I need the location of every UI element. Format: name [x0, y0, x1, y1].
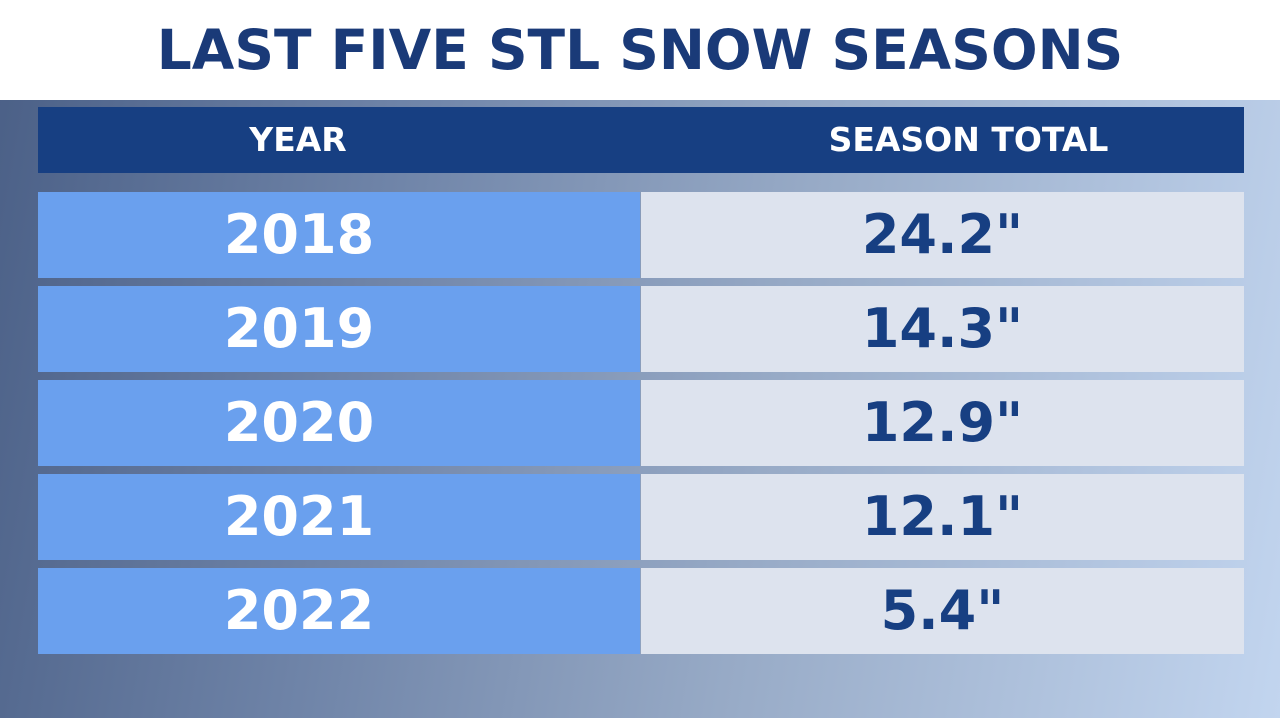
year-cell: 2022 [38, 568, 640, 654]
table-row: 2018 24.2" [38, 192, 1244, 278]
table-row: 2019 14.3" [38, 286, 1244, 372]
table-row: 2020 12.9" [38, 380, 1244, 466]
season-total-cell: 14.3" [641, 286, 1244, 372]
column-header-year: YEAR [249, 120, 347, 159]
season-total-cell: 5.4" [641, 568, 1244, 654]
chart-title: LAST FIVE STL SNOW SEASONS [156, 18, 1124, 82]
table-row: 2022 5.4" [38, 568, 1244, 654]
table-row: 2021 12.1" [38, 474, 1244, 560]
year-cell: 2019 [38, 286, 640, 372]
year-cell: 2020 [38, 380, 640, 466]
title-band [0, 0, 1280, 100]
season-total-cell: 24.2" [641, 192, 1244, 278]
season-total-cell: 12.9" [641, 380, 1244, 466]
column-header-season-total: SEASON TOTAL [828, 120, 1109, 159]
year-cell: 2021 [38, 474, 640, 560]
table-header: YEAR SEASON TOTAL [38, 107, 1244, 173]
year-cell: 2018 [38, 192, 640, 278]
season-total-cell: 12.1" [641, 474, 1244, 560]
